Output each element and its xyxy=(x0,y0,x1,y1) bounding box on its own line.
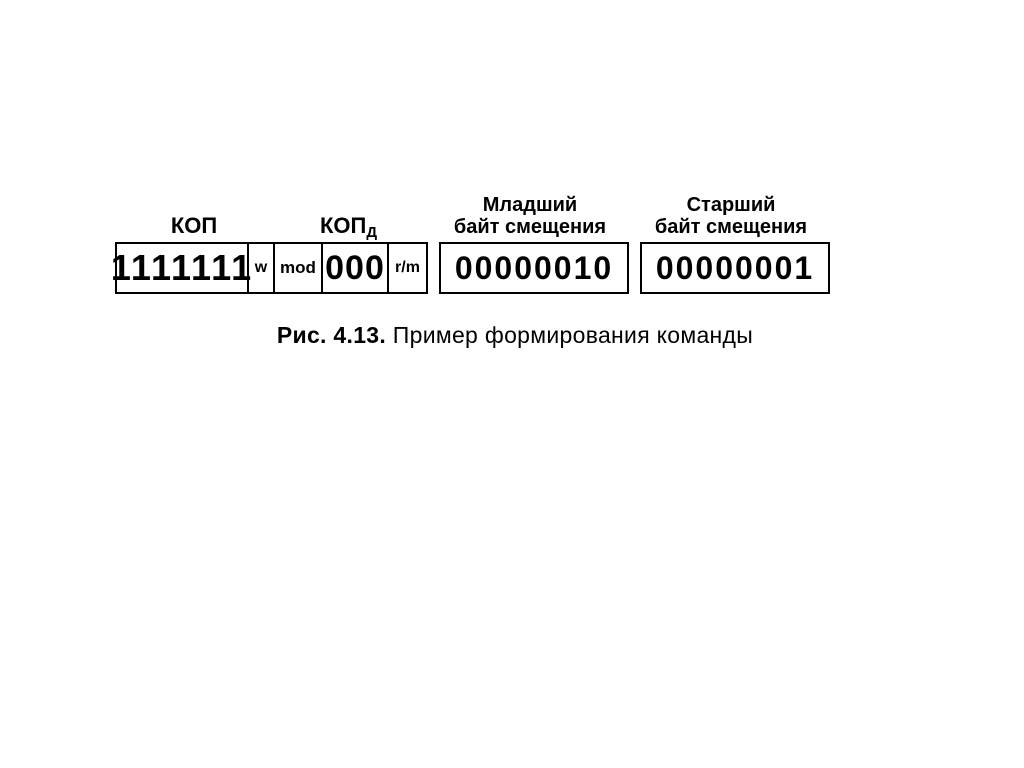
box-op-ext: 000 xyxy=(323,242,389,294)
header-kopd: КОПД xyxy=(273,214,424,238)
header-kopd-base: КОП xyxy=(320,213,366,238)
box-rm-field: r/m xyxy=(389,242,428,294)
instruction-format-diagram: КОП КОПД Младший байт смещения Старший б… xyxy=(115,195,915,349)
header-low-byte: Младший байт смещения xyxy=(435,195,625,238)
box-opcode: 1111111 xyxy=(115,242,249,294)
box-high-byte: 00000001 xyxy=(640,242,830,294)
header-high-byte-line2: байт смещения xyxy=(636,217,826,239)
header-kop: КОП xyxy=(115,214,273,238)
box-mod-field: mod xyxy=(275,242,323,294)
header-low-byte-line1: Младший xyxy=(435,195,625,217)
header-high-byte-line1: Старший xyxy=(636,195,826,217)
header-row: КОП КОПД Младший байт смещения Старший б… xyxy=(115,195,915,238)
header-high-byte: Старший байт смещения xyxy=(636,195,826,238)
header-kopd-subscript: Д xyxy=(366,224,377,241)
box-w-bit: w xyxy=(249,242,275,294)
figure-caption-label: Рис. 4.13. xyxy=(277,322,386,348)
figure-caption-text: Пример формирования команды xyxy=(386,322,753,348)
figure-caption: Рис. 4.13. Пример формирования команды xyxy=(115,322,915,349)
header-low-byte-line2: байт смещения xyxy=(435,217,625,239)
box-row: 1111111 w mod 000 r/m 00000010 00000001 xyxy=(115,242,915,294)
box-low-byte: 00000010 xyxy=(439,242,629,294)
